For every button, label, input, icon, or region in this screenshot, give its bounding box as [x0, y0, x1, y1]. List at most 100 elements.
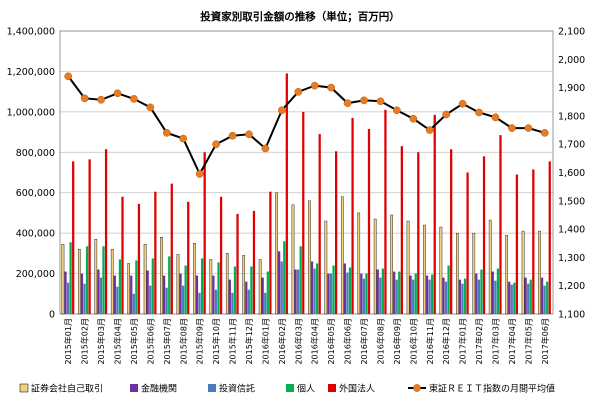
bar-2-11	[247, 289, 250, 314]
bar-0-7	[176, 254, 180, 315]
bar-4-1	[88, 159, 91, 314]
bar-2-13	[280, 261, 283, 314]
bar-1-24	[458, 279, 462, 314]
right-y-axis: 1,100 1,200 1,300 1,400 1,500 1,600 1,700 1,800…	[558, 27, 585, 321]
bar-0-24	[456, 232, 459, 315]
bar-1-16	[327, 273, 330, 314]
bar-0-6	[160, 236, 163, 315]
y2-tick-label: 1,700	[558, 140, 585, 151]
reit-point-8	[195, 170, 204, 178]
bar-2-16	[329, 273, 333, 314]
reit-point-0	[64, 72, 73, 81]
x-tick-label: 2016年04月	[310, 318, 320, 365]
x-tick-label: 2015年06月	[145, 318, 155, 365]
reit-point-19	[376, 97, 385, 106]
bar-2-27	[510, 284, 513, 314]
bar-0-28	[521, 230, 525, 315]
bar-4-7	[187, 201, 190, 314]
reit-point-14	[294, 87, 303, 96]
x-tick-label: 2016年05月	[326, 318, 336, 365]
bar-3-21	[414, 273, 417, 314]
bar-2-20	[395, 279, 398, 314]
x-tick-label: 2016年11月	[425, 318, 435, 365]
bar-1-21	[409, 275, 412, 314]
bar-series	[61, 73, 551, 315]
x-tick-label: 2016年01月	[260, 318, 270, 365]
legend-label: 投資信託	[219, 383, 255, 395]
reit-index-line	[64, 72, 549, 178]
chart-title: 投資家別取引金額の推移（単位；百万円）	[200, 10, 400, 23]
bar-0-20	[390, 214, 393, 315]
x-tick-label: 2015年11月	[228, 318, 238, 365]
bar-4-18	[367, 129, 371, 314]
bar-4-26	[499, 135, 502, 314]
bar-3-2	[102, 246, 105, 314]
reit-point-18	[360, 96, 368, 105]
bar-3-4	[135, 260, 138, 314]
bar-3-16	[332, 265, 335, 314]
bar-1-2	[97, 269, 100, 314]
x-tick-label: 2017年06月	[540, 318, 550, 365]
legend-swatch	[286, 384, 294, 392]
gridlines	[59, 30, 554, 315]
bar-1-0	[64, 271, 67, 314]
y-tick-label: 1,000,000	[7, 107, 55, 118]
bar-2-24	[461, 283, 464, 314]
y2-tick-label: 1,600	[558, 168, 585, 179]
bar-3-15	[316, 263, 319, 314]
bar-2-10	[231, 292, 234, 314]
bar-4-2	[104, 149, 108, 314]
x-tick-label: 2016年12月	[441, 318, 451, 365]
bar-0-8	[193, 243, 196, 315]
legend-label: 東証ＲＥＩＴ指数の月間平均値	[429, 383, 555, 395]
bar-2-4	[132, 293, 135, 314]
legend-swatch	[328, 384, 336, 392]
bar-0-15	[308, 200, 311, 315]
bar-1-5	[146, 270, 149, 314]
reit-point-12	[261, 144, 270, 153]
bar-4-27	[515, 174, 519, 314]
bar-2-29	[543, 285, 546, 314]
y2-tick-label: 1,900	[558, 83, 585, 94]
bar-0-26	[488, 219, 492, 315]
bar-4-12	[269, 191, 272, 314]
reit-point-21	[409, 114, 418, 123]
bar-0-10	[225, 253, 229, 315]
bar-3-6	[168, 256, 171, 314]
reit-point-5	[146, 103, 155, 112]
bar-1-7	[179, 273, 182, 314]
legend-label: 外国法人	[339, 383, 375, 395]
reit-point-3	[113, 89, 122, 98]
bar-1-8	[195, 275, 199, 314]
bar-0-3	[110, 249, 114, 315]
bar-3-22	[431, 274, 434, 314]
bar-0-21	[406, 220, 410, 315]
bar-2-26	[494, 280, 497, 314]
bar-3-26	[496, 268, 500, 314]
reit-point-2	[97, 95, 105, 104]
bar-1-20	[393, 271, 396, 314]
bar-3-13	[283, 241, 286, 314]
bar-3-9	[217, 262, 220, 314]
reit-point-20	[393, 106, 401, 115]
bar-1-26	[491, 271, 494, 314]
bar-3-8	[200, 258, 204, 314]
bar-3-18	[365, 273, 368, 314]
y2-tick-label: 1,400	[558, 225, 585, 236]
bar-4-9	[219, 196, 223, 314]
x-tick-label: 2017年01月	[458, 318, 468, 365]
x-tick-label: 2016年02月	[277, 318, 287, 365]
bar-2-14	[297, 269, 300, 314]
reit-point-13	[278, 106, 286, 115]
bar-0-5	[143, 244, 147, 315]
bar-4-22	[433, 114, 436, 314]
bar-4-15	[318, 134, 321, 314]
y-tick-label: 800,000	[16, 148, 55, 159]
y-tick-label: 400,000	[16, 229, 55, 240]
bar-3-29	[546, 281, 549, 314]
bar-3-11	[250, 266, 253, 314]
reit-point-23	[442, 110, 451, 119]
bar-3-24	[463, 278, 467, 315]
x-tick-label: 2015年12月	[244, 318, 254, 365]
